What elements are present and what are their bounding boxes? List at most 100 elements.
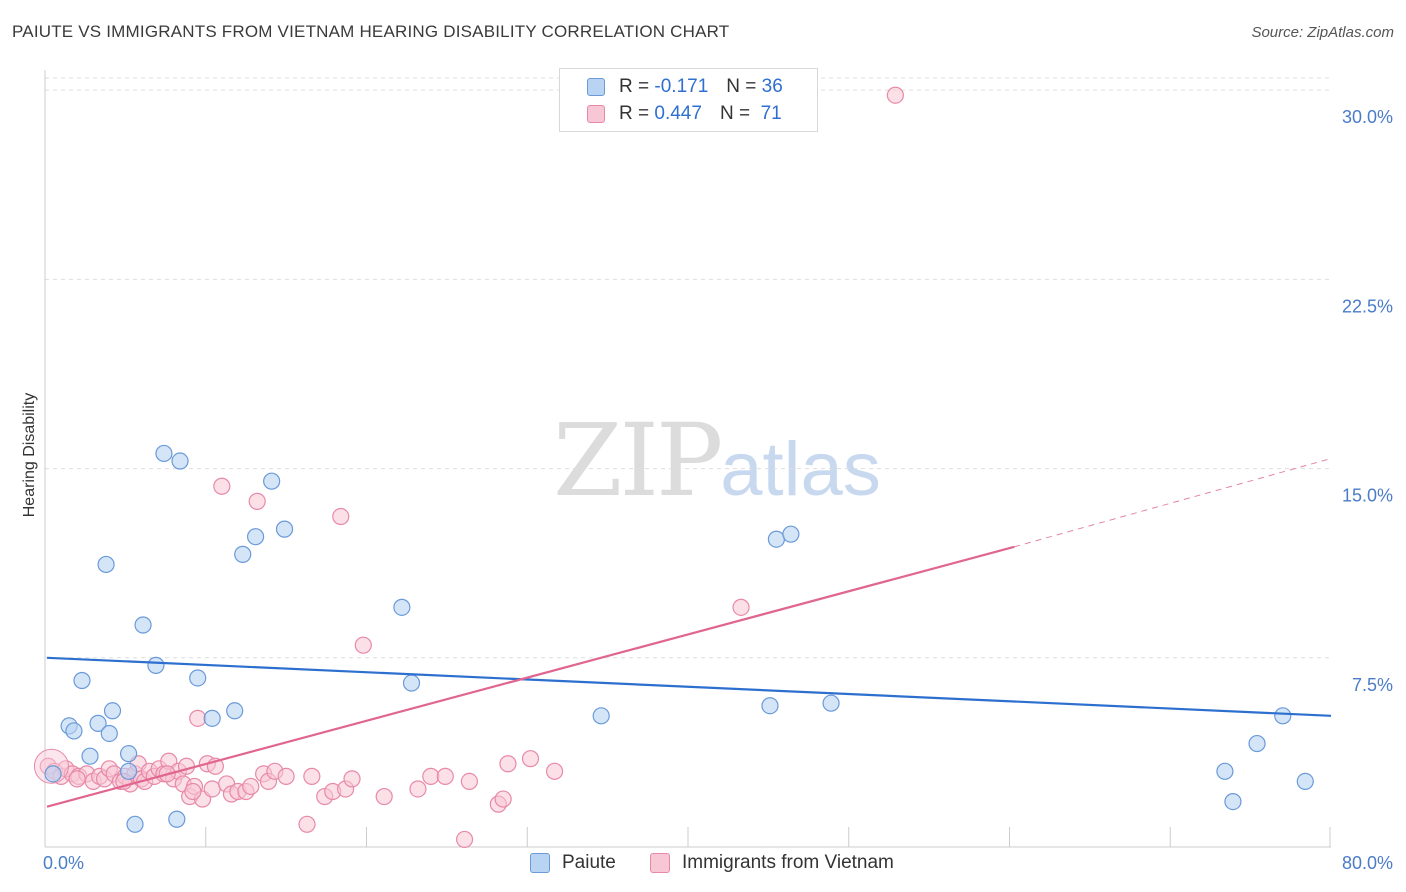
paiute-point (126, 815, 144, 833)
paiute-point (1248, 734, 1266, 753)
grid-lines (45, 77, 1331, 659)
vietnam-swatch (587, 105, 605, 123)
paiute-point (119, 745, 138, 763)
paiute-point (44, 765, 62, 783)
vietnam-point (177, 757, 196, 775)
paiute-point (1274, 707, 1292, 725)
series-paiute-points (44, 444, 1314, 833)
stats-legend-row-vietnam: R = 0.447 N = 71 (587, 101, 782, 127)
legend-item-vietnam[interactable]: Immigrants from Vietnam (650, 852, 894, 874)
trend-lines (46, 458, 1332, 808)
paiute-point (393, 598, 411, 616)
vietnam-point (494, 790, 512, 808)
series-legend: Paiute Immigrants from Vietnam (0, 852, 1406, 878)
paiute-point (592, 707, 610, 725)
legend-item-paiute[interactable]: Paiute (530, 852, 616, 874)
vietnam-point (242, 777, 260, 796)
y-tick-label: 7.5% (1352, 675, 1393, 695)
vietnam-point (189, 709, 207, 727)
vietnam-point (460, 772, 478, 791)
paiute-point (103, 702, 122, 720)
stats-legend-row-paiute: R = -0.171 N = 36 (587, 74, 783, 100)
vietnam-point (184, 782, 202, 801)
vietnam-point (732, 598, 750, 616)
paiute-point (1216, 762, 1234, 780)
paiute-point (89, 714, 107, 732)
watermark-atlas: atlas (720, 427, 881, 512)
x-tick-label: 0.0% (43, 853, 84, 873)
paiute-point (822, 694, 840, 712)
paiute-point (73, 671, 91, 690)
paiute-point (168, 810, 186, 828)
vietnam-point (886, 86, 904, 104)
y-tick-label: 22.5% (1342, 296, 1393, 316)
vietnam-point (436, 767, 454, 785)
vietnam-point (354, 636, 372, 654)
vietnam-point (343, 770, 361, 788)
chart-title: PAIUTE VS IMMIGRANTS FROM VIETNAM HEARIN… (12, 22, 730, 41)
y-tick-label: 15.0% (1342, 486, 1393, 506)
n-value-vietnam: 71 (760, 103, 782, 124)
paiute-point (134, 616, 152, 634)
vietnam-point (203, 780, 221, 798)
vietnam-point (298, 815, 316, 833)
vietnam-point (455, 830, 474, 849)
n-value-paiute: 36 (761, 76, 783, 97)
paiute-point (1296, 772, 1314, 791)
paiute-point (203, 709, 221, 727)
paiute-point (226, 702, 244, 720)
vietnam-point (375, 787, 393, 806)
paiute-point (402, 674, 421, 692)
watermark-zip: ZIP (553, 402, 723, 519)
vietnam-point (422, 767, 440, 785)
legend-label-paiute: Paiute (562, 852, 616, 873)
vietnam-point (68, 770, 86, 788)
vietnam-point (521, 750, 540, 768)
paiute-point (119, 762, 138, 780)
r-label: R = (619, 103, 650, 124)
series-vietnam-points (33, 86, 904, 849)
paiute-point (761, 697, 779, 715)
axes (44, 70, 1331, 848)
tick-labels: 7.5% 15.0% 22.5% 30.0% 0.0% 80.0% (43, 107, 1393, 873)
paiute-swatch (587, 78, 605, 96)
stats-legend: R = -0.171 N = 36 R = 0.447 N = 71 (559, 68, 818, 132)
vietnam-trend-line (46, 545, 1015, 808)
paiute-point (767, 530, 786, 548)
y-axis-label: Hearing Disability (21, 393, 38, 518)
paiute-point (189, 669, 207, 687)
paiute-point (1224, 792, 1242, 811)
n-label: N = (719, 103, 751, 124)
n-label: N = (726, 76, 757, 97)
paiute-point (263, 472, 281, 490)
vietnam-legend-swatch (650, 853, 670, 873)
vietnam-point (332, 507, 350, 526)
r-label: R = (619, 76, 650, 97)
legend-label-vietnam: Immigrants from Vietnam (682, 852, 894, 873)
vietnam-point (303, 767, 321, 785)
vietnam-point (499, 755, 517, 773)
vietnam-point (277, 767, 295, 785)
paiute-trend-line (46, 656, 1332, 717)
r-value-paiute: -0.171 (654, 76, 709, 97)
paiute-point (782, 525, 800, 543)
y-tick-label: 30.0% (1342, 107, 1393, 127)
paiute-point (65, 722, 83, 740)
r-value-vietnam: 0.447 (654, 103, 702, 124)
paiute-point (234, 545, 252, 563)
paiute-point (275, 520, 294, 538)
vietnam-point (409, 780, 427, 798)
x-tick-label: 80.0% (1342, 853, 1393, 873)
vietnam-point (248, 492, 266, 510)
paiute-point (246, 528, 265, 546)
paiute-point (155, 444, 173, 463)
paiute-point (147, 656, 165, 674)
paiute-legend-swatch (530, 853, 550, 873)
vietnam-trend-extension (1014, 458, 1332, 548)
paiute-point (171, 452, 189, 470)
watermark: ZIPatlas (553, 402, 881, 519)
paiute-point (97, 555, 115, 574)
paiute-point (100, 724, 118, 743)
vietnam-point (213, 477, 231, 495)
